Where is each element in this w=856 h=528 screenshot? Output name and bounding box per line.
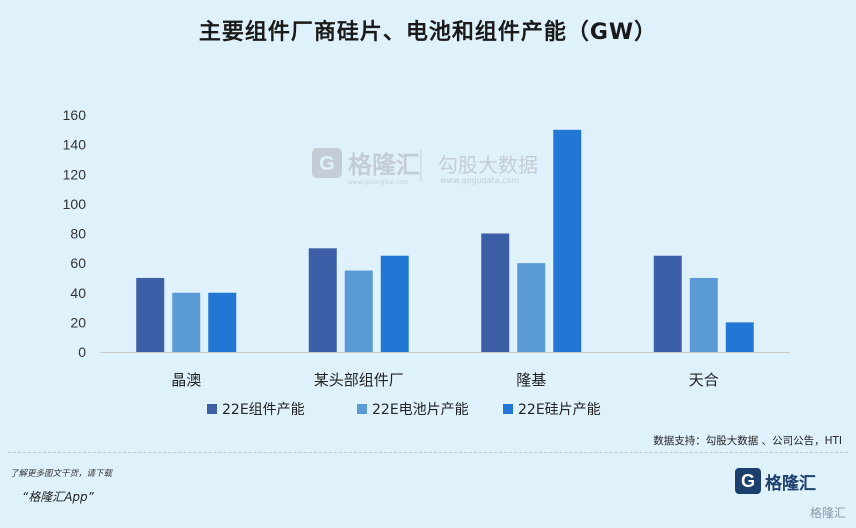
bar-3-1 bbox=[208, 292, 237, 352]
brand-logo: G 格隆汇 bbox=[735, 468, 816, 494]
bar-3-3 bbox=[553, 129, 582, 352]
bar-chart: G 格隆汇 www.gelonghui.com 勾股大数据 www.goguda… bbox=[63, 107, 790, 418]
watermark: G 格隆汇 www.gelonghui.com 勾股大数据 www.goguda… bbox=[312, 148, 538, 186]
chart-title: 主要组件厂商硅片、电池和组件产能（GW） bbox=[198, 20, 658, 45]
x-category-label: 隆基 bbox=[516, 371, 546, 389]
y-tick-label: 60 bbox=[70, 255, 86, 271]
x-category-label: 晶澳 bbox=[171, 371, 201, 389]
brand-name: 格隆汇 bbox=[765, 473, 816, 494]
watermark-site: www.gelonghui.com bbox=[348, 179, 409, 186]
legend-label: 22E组件产能 bbox=[222, 402, 305, 418]
watermark-right: 勾股大数据 bbox=[438, 153, 538, 177]
watermark-logo-letter: G bbox=[319, 153, 335, 175]
y-tick-label: 140 bbox=[63, 137, 87, 153]
bar-2-2 bbox=[344, 270, 373, 352]
watermark-logo-icon bbox=[312, 148, 342, 178]
y-tick-label: 80 bbox=[70, 226, 86, 242]
legend-label: 22E电池片产能 bbox=[372, 402, 469, 418]
promo-text: 了解更多图文干货，请下载 bbox=[10, 469, 113, 479]
y-tick-label: 20 bbox=[70, 314, 86, 330]
watermark-main: 格隆汇 bbox=[348, 151, 420, 179]
bar-1-1 bbox=[136, 277, 165, 352]
y-tick-label: 40 bbox=[70, 285, 86, 301]
promo-app-name: “格隆汇App” bbox=[22, 490, 94, 504]
bar-2-3 bbox=[517, 263, 546, 352]
bar-1-4 bbox=[653, 255, 682, 352]
y-tick-label: 120 bbox=[63, 166, 87, 182]
bar-1-3 bbox=[481, 233, 510, 352]
bar-3-2 bbox=[380, 255, 409, 352]
bar-3-4 bbox=[725, 322, 754, 352]
bar-2-4 bbox=[689, 277, 718, 352]
bar-2-1 bbox=[172, 292, 201, 352]
legend-label: 22E硅片产能 bbox=[518, 402, 601, 418]
legend-swatch bbox=[207, 404, 217, 414]
brand-g-icon: G bbox=[735, 468, 761, 494]
legend-swatch bbox=[503, 404, 513, 414]
bar-1-2 bbox=[308, 248, 337, 352]
legend-swatch bbox=[357, 404, 367, 414]
y-tick-label: 0 bbox=[78, 344, 86, 360]
x-category-label: 天合 bbox=[689, 371, 719, 389]
x-category-label: 某头部组件厂 bbox=[314, 371, 404, 389]
corner-watermark: 格隆汇 bbox=[809, 506, 846, 520]
y-tick-label: 160 bbox=[63, 107, 87, 123]
source-note: 数据支持：勾股大数据 、公司公告，HTI bbox=[653, 435, 842, 447]
footer-divider bbox=[8, 452, 848, 453]
y-tick-label: 100 bbox=[63, 196, 87, 212]
watermark-right-site: www.gogudata.com bbox=[440, 176, 519, 185]
